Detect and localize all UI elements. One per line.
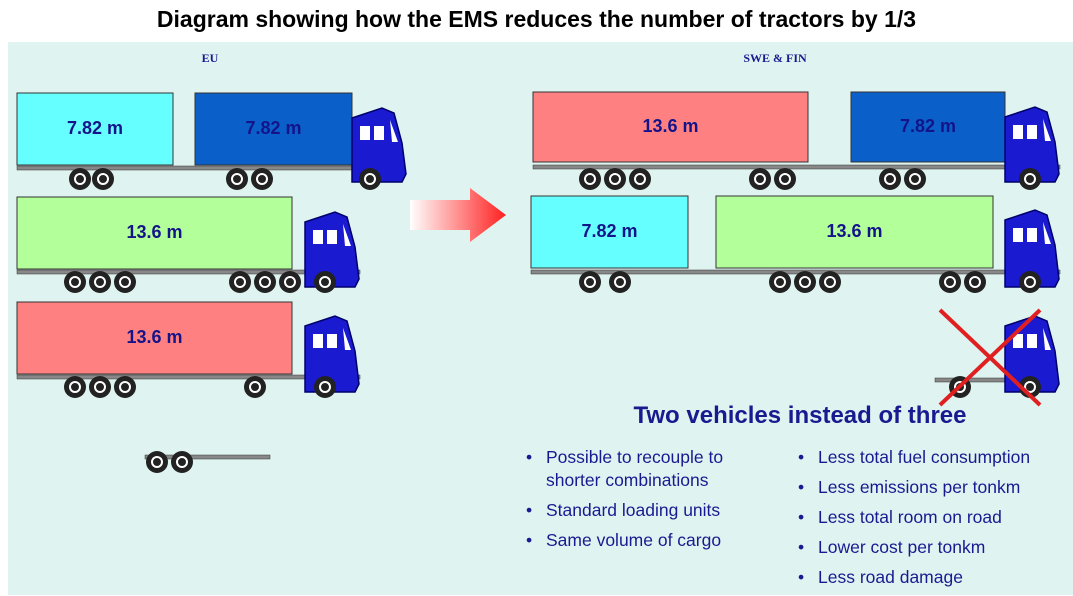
- wheel: [939, 271, 961, 293]
- wheel: [964, 271, 986, 293]
- unit-label: 7.82 m: [581, 221, 637, 241]
- wheel: [314, 271, 336, 293]
- bullet: Possible to recouple to shorter combinat…: [524, 446, 764, 492]
- bullet: Less emissions per tonkm: [796, 476, 1073, 499]
- wheel: [64, 376, 86, 398]
- window: [1027, 125, 1037, 139]
- wheel: [749, 168, 771, 190]
- wheel: [904, 168, 926, 190]
- wheel: [359, 168, 381, 190]
- eu-label: EU: [202, 51, 219, 65]
- swe-fin-label: SWE & FIN: [743, 51, 807, 65]
- unit-label: 13.6 m: [126, 327, 182, 347]
- wheel: [629, 168, 651, 190]
- wheel: [774, 168, 796, 190]
- left-bullets: Possible to recouple to shorter combinat…: [524, 446, 764, 559]
- arrow: [410, 188, 506, 242]
- wheel: [579, 271, 601, 293]
- wheel: [171, 451, 193, 473]
- wheel: [1019, 271, 1041, 293]
- wheel: [879, 168, 901, 190]
- cab: [352, 108, 406, 182]
- wheel: [794, 271, 816, 293]
- wheel: [579, 168, 601, 190]
- window: [1013, 125, 1023, 139]
- unit-label: 7.82 m: [67, 118, 123, 138]
- bullet: Standard loading units: [524, 499, 764, 522]
- wheel: [769, 271, 791, 293]
- wheel: [226, 168, 248, 190]
- window: [327, 334, 337, 348]
- window: [313, 230, 323, 244]
- wheel: [114, 271, 136, 293]
- right-bullets: Less total fuel consumption Less emission…: [796, 446, 1073, 596]
- window: [1013, 228, 1023, 242]
- unit-label: 13.6 m: [826, 221, 882, 241]
- wheel: [314, 376, 336, 398]
- window: [1027, 334, 1037, 348]
- wheel: [92, 168, 114, 190]
- wheel: [254, 271, 276, 293]
- window: [360, 126, 370, 140]
- wheel: [609, 271, 631, 293]
- unit-label: 13.6 m: [126, 222, 182, 242]
- bullet: Less road damage: [796, 566, 1073, 589]
- wheel: [114, 376, 136, 398]
- bullet: Less total fuel consumption: [796, 446, 1073, 469]
- window: [374, 126, 384, 140]
- unit-label: 13.6 m: [642, 116, 698, 136]
- bullet: Same volume of cargo: [524, 529, 764, 552]
- wheel: [64, 271, 86, 293]
- wheel: [229, 271, 251, 293]
- unit-label: 7.82 m: [245, 118, 301, 138]
- wheel: [69, 168, 91, 190]
- bullet: Less total room on road: [796, 506, 1073, 529]
- wheel: [1019, 168, 1041, 190]
- wheel: [819, 271, 841, 293]
- wheel: [279, 271, 301, 293]
- wheel: [89, 271, 111, 293]
- page: {"title": "Diagram showing how the EMS r…: [0, 0, 1073, 595]
- window: [1027, 228, 1037, 242]
- wheel: [146, 451, 168, 473]
- window: [327, 230, 337, 244]
- wheel: [604, 168, 626, 190]
- window: [313, 334, 323, 348]
- wheel: [251, 168, 273, 190]
- chassis: [533, 165, 1060, 169]
- bullet: Lower cost per tonkm: [796, 536, 1073, 559]
- unit-label: 7.82 m: [900, 116, 956, 136]
- summary-heading: Two vehicles instead of three: [560, 402, 1040, 430]
- wheel: [89, 376, 111, 398]
- wheel: [244, 376, 266, 398]
